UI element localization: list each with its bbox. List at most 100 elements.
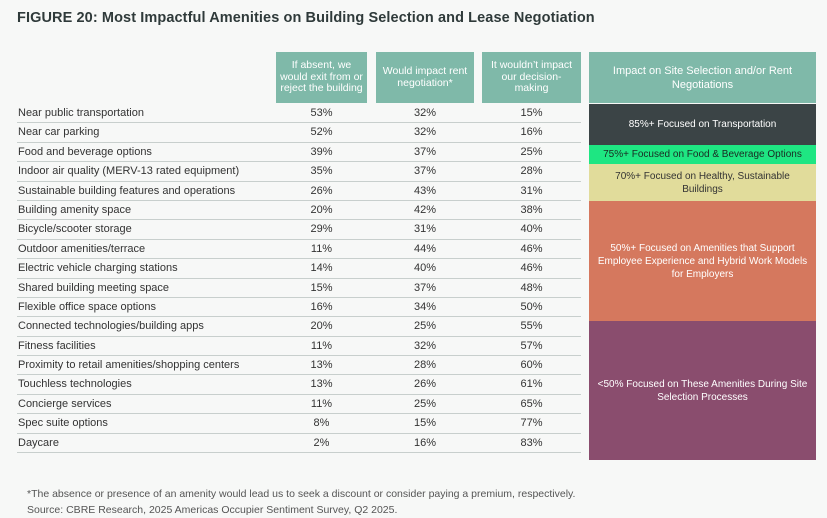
section-employee-experience: 50%+ Focused on Amenities that Support E…	[589, 201, 816, 321]
value-rent-negotiation: 16%	[413, 436, 437, 449]
header-impact-category: Impact on Site Selection and/or Rent Neg…	[589, 52, 816, 103]
table-row: Food and beverage options 39% 37% 25%	[17, 143, 581, 163]
value-no-impact: 38%	[520, 203, 543, 216]
value-rent-negotiation: 15%	[413, 417, 437, 430]
value-rent-negotiation: 32%	[413, 126, 437, 139]
header-no-impact: It wouldn’t impact our decision-making	[482, 52, 581, 103]
value-no-impact: 16%	[520, 126, 543, 139]
value-no-impact: 57%	[520, 339, 543, 352]
value-no-impact: 65%	[520, 397, 543, 410]
amenity-label: Spec suite options	[18, 417, 108, 430]
source-note: Source: CBRE Research, 2025 Americas Occ…	[27, 504, 398, 516]
value-rent-negotiation: 40%	[413, 262, 437, 275]
value-exit-reject: 8%	[313, 417, 330, 430]
value-exit-reject: 11%	[310, 339, 333, 352]
table-row: Daycare 2% 16% 83%	[17, 434, 581, 454]
table-row: Connected technologies/building apps 20% 2…	[17, 317, 581, 337]
value-no-impact: 55%	[520, 320, 543, 333]
section-low-focus: <50% Focused on These Amenities During S…	[589, 321, 816, 460]
value-exit-reject: 35%	[310, 165, 333, 178]
amenity-label: Sustainable building features and operat…	[18, 184, 236, 197]
value-no-impact: 15%	[520, 107, 543, 119]
amenity-label: Electric vehicle charging stations	[18, 262, 178, 275]
amenity-label: Indoor air quality (MERV-13 rated equipm…	[18, 165, 240, 178]
table-row: Concierge services 11% 25% 65%	[17, 395, 581, 415]
amenity-label: Bicycle/scooter storage	[18, 223, 132, 236]
value-no-impact: 28%	[520, 165, 543, 178]
amenity-label: Near public transportation	[18, 107, 144, 119]
value-no-impact: 46%	[520, 242, 543, 255]
section-healthy-buildings: 70%+ Focused on Healthy, Sustainable Bui…	[589, 164, 816, 201]
table-row: Fitness facilities 11% 32% 57%	[17, 337, 581, 357]
value-exit-reject: 15%	[310, 281, 333, 294]
table-row: Spec suite options 8% 15% 77%	[17, 414, 581, 434]
table-row: Shared building meeting space 15% 37% 48%	[17, 279, 581, 298]
amenity-label: Proximity to retail amenities/shopping c…	[18, 359, 240, 372]
amenity-label: Fitness facilities	[18, 339, 96, 352]
value-exit-reject: 26%	[310, 184, 333, 197]
value-rent-negotiation: 25%	[413, 320, 437, 333]
value-rent-negotiation: 37%	[413, 281, 437, 294]
table-row: Near public transportation 53% 32% 15%	[17, 104, 581, 124]
value-rent-negotiation: 28%	[413, 359, 437, 372]
value-no-impact: 48%	[520, 281, 543, 294]
table-row: Near car parking 52% 32% 16%	[17, 123, 581, 143]
value-exit-reject: 11%	[310, 397, 333, 410]
table-row: Bicycle/scooter storage 29% 31% 40%	[17, 220, 581, 240]
value-no-impact: 61%	[520, 378, 543, 391]
table-row: Flexible office space options 16% 34% 50%	[17, 298, 581, 318]
table-row: Building amenity space 20% 42% 38%	[17, 201, 581, 221]
header-exit-reject: If absent, we would exit from or reject …	[276, 52, 367, 103]
amenity-label: Touchless technologies	[18, 378, 132, 391]
value-exit-reject: 13%	[310, 359, 333, 372]
value-no-impact: 83%	[520, 436, 543, 449]
value-rent-negotiation: 25%	[413, 397, 437, 410]
value-rent-negotiation: 37%	[413, 165, 437, 178]
value-exit-reject: 52%	[310, 126, 333, 139]
amenity-label: Outdoor amenities/terrace	[18, 242, 146, 255]
value-exit-reject: 39%	[310, 145, 333, 158]
value-no-impact: 25%	[520, 145, 543, 158]
table-row: Outdoor amenities/terrace 11% 44% 46%	[17, 240, 581, 260]
table-row: Proximity to retail amenities/shopping c…	[17, 356, 581, 376]
value-no-impact: 60%	[520, 359, 543, 372]
value-exit-reject: 11%	[310, 242, 333, 255]
value-rent-negotiation: 43%	[413, 184, 437, 197]
value-rent-negotiation: 32%	[413, 339, 437, 352]
value-exit-reject: 29%	[310, 223, 333, 236]
value-rent-negotiation: 44%	[413, 242, 437, 255]
amenity-label: Flexible office space options	[18, 300, 156, 313]
section-transportation: 85%+ Focused on Transportation	[589, 104, 816, 145]
figure-title: FIGURE 20: Most Impactful Amenities on B…	[17, 10, 595, 26]
table-row: Indoor air quality (MERV-13 rated equipm…	[17, 162, 581, 182]
table-row: Electric vehicle charging stations 14% 40%…	[17, 259, 581, 279]
value-rent-negotiation: 26%	[413, 378, 437, 391]
value-no-impact: 46%	[520, 262, 543, 275]
amenity-label: Building amenity space	[18, 203, 132, 216]
value-rent-negotiation: 31%	[413, 223, 437, 236]
value-exit-reject: 20%	[310, 320, 333, 333]
header-rent-negotiation: Would impact rent negotiation*	[376, 52, 474, 103]
table-row: Touchless technologies 13% 26% 61%	[17, 375, 581, 395]
value-rent-negotiation: 37%	[413, 145, 437, 158]
table-row: Sustainable building features and operat…	[17, 182, 581, 201]
amenity-label: Shared building meeting space	[18, 281, 170, 294]
value-rent-negotiation: 34%	[413, 300, 437, 313]
value-exit-reject: 14%	[310, 262, 333, 275]
value-exit-reject: 2%	[313, 436, 330, 449]
value-exit-reject: 20%	[310, 203, 333, 216]
value-exit-reject: 16%	[310, 300, 333, 313]
value-no-impact: 50%	[520, 300, 543, 313]
footnote: *The absence or presence of an amenity w…	[27, 488, 576, 500]
amenity-label: Near car parking	[18, 126, 100, 139]
section-food-beverage: 75%+ Focused on Food & Beverage Options	[589, 145, 816, 164]
value-no-impact: 40%	[520, 223, 543, 236]
value-exit-reject: 13%	[310, 378, 333, 391]
amenity-label: Daycare	[18, 436, 59, 449]
amenity-label: Food and beverage options	[18, 145, 152, 158]
amenity-label: Connected technologies/building apps	[18, 320, 204, 333]
value-rent-negotiation: 42%	[413, 203, 437, 216]
amenity-label: Concierge services	[18, 397, 112, 410]
value-exit-reject: 53%	[310, 107, 333, 119]
value-rent-negotiation: 32%	[413, 107, 437, 119]
